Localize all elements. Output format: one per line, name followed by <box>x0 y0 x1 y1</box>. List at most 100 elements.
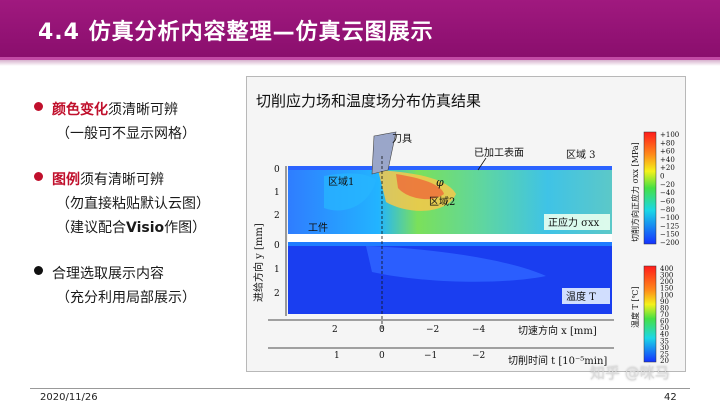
region3-label: 区域 3 <box>566 148 596 161</box>
y-tick-top-1: 1 <box>274 188 280 198</box>
stress-colorbar-tick-6: −20 <box>660 181 675 189</box>
stress-panel-label: 正应力 σxx <box>548 216 600 229</box>
tool-label: 刀具 <box>392 133 412 145</box>
stress-left-zone <box>324 173 376 211</box>
temperature-colorbar-tick-8: 60 <box>660 318 669 326</box>
x-axis-cut-label: 切速方向 x [mm] <box>518 324 597 337</box>
bullet-list: 颜色变化须清晰可辨 （一般可不显示网格） 图例须有清晰可辨 （勿直接粘贴默认云图… <box>34 98 244 332</box>
stress-colorbar-tick-0: +100 <box>660 131 679 139</box>
temperature-colorbar-tick-14: 20 <box>660 357 669 365</box>
temperature-colorbar-tick-6: 80 <box>660 304 669 312</box>
bullet-subtext-2: （建议配合Visio作图） <box>34 216 244 240</box>
temperature-colorbar-tick-3: 150 <box>660 285 673 293</box>
temperature-colorbar-label: 温度 T [℃] <box>630 286 640 328</box>
stress-colorbar-tick-3: +40 <box>660 156 675 164</box>
bullet-subtext: （勿直接粘贴默认云图） <box>56 196 210 212</box>
footer-page-number: 42 <box>664 392 677 403</box>
y-tick-top-2: 2 <box>274 211 280 221</box>
y-tick-top-0: 0 <box>274 165 280 175</box>
machined-surface-label: 已加工表面 <box>474 146 524 159</box>
y-tick-bottom-1: 1 <box>274 265 280 275</box>
watermark: 知乎 @咪马 <box>590 364 670 382</box>
stress-colorbar-tick-13: −200 <box>660 239 679 247</box>
bullet-text: 合理选取展示内容 <box>52 266 164 282</box>
workpiece-label: 工件 <box>308 222 328 234</box>
bullet-subtext: （充分利用局部展示） <box>56 290 196 306</box>
stress-colorbar-tick-1: +80 <box>660 139 675 147</box>
temperature-colorbar <box>643 265 657 363</box>
temperature-surface-band <box>288 242 612 246</box>
temperature-colorbar-tick-5: 90 <box>660 298 669 306</box>
bullet-subtext: （一般可不显示网格） <box>56 126 196 142</box>
footer-date: 2020/11/26 <box>40 392 98 403</box>
stress-colorbar-tick-11: −125 <box>660 222 679 230</box>
simulation-figure: 刀具 区域1 区域2 区域 3 已加工表面 φ 工件 正应力 σxx 温度 T … <box>252 131 679 367</box>
x-tick-cut-0: 2 <box>332 325 338 335</box>
stress-colorbar-tick-12: −150 <box>660 231 679 239</box>
bullet-item: 图例须有清晰可辨 （勿直接粘贴默认云图） （建议配合Visio作图） <box>34 168 244 240</box>
temp-panel-label-bg <box>562 288 610 304</box>
bullet-sub2-pre: （建议配合 <box>56 220 126 236</box>
stress-surface-band <box>288 166 612 170</box>
tool-shape <box>371 131 397 175</box>
phi-label: φ <box>436 176 444 189</box>
temperature-colorbar-tick-11: 35 <box>660 337 669 345</box>
x-tick-cut-3: −4 <box>472 325 486 335</box>
stress-colorbar <box>643 131 657 245</box>
bullet-dot-icon <box>34 172 43 181</box>
temp-panel-label: 温度 T <box>566 290 596 303</box>
bullet-item: 合理选取展示内容 （充分利用局部展示） <box>34 262 244 310</box>
temperature-colorbar-tick-12: 30 <box>660 344 669 352</box>
stress-core <box>396 174 444 200</box>
temperature-colorbar-tick-9: 50 <box>660 324 669 332</box>
stress-colorbar-label: 切削方向正应力 σxx [MPa] <box>630 142 640 242</box>
bullet-text: 须有清晰可辨 <box>80 172 164 188</box>
stress-colorbar-tick-4: +20 <box>660 164 675 172</box>
bullet-text: 须清晰可辨 <box>108 102 178 118</box>
bullet-highlight: 颜色变化 <box>52 102 108 118</box>
bullet-line: 图例须有清晰可辨 <box>34 168 244 192</box>
region2-label: 区域2 <box>429 195 455 208</box>
stress-colorbar-ticks: +100+80+60+40+200−20−40−60−80−100−125−15… <box>660 131 679 247</box>
page-title: 4.4 仿真分析内容整理—仿真云图展示 <box>38 20 434 45</box>
title-divider <box>0 60 720 66</box>
temperature-colorbar-tick-4: 100 <box>660 291 673 299</box>
bullet-sub2-post: 作图） <box>164 220 207 236</box>
stress-colorbar-tick-5: 0 <box>660 173 664 181</box>
temperature-colorbar-tick-10: 40 <box>660 331 669 339</box>
bullet-highlight: 图例 <box>52 172 80 188</box>
title-bar: 4.4 仿真分析内容整理—仿真云图展示 <box>0 0 720 60</box>
temperature-colorbar-tick-13: 25 <box>660 350 669 358</box>
bullet-dot-icon <box>34 266 43 275</box>
stress-colorbar-tick-8: −60 <box>660 197 675 205</box>
temperature-colorbar-tick-1: 300 <box>660 272 673 280</box>
temperature-colorbar-tick-7: 70 <box>660 311 669 319</box>
stress-colorbar-tick-9: −80 <box>660 206 675 214</box>
stress-colorbar-tick-10: −100 <box>660 214 679 222</box>
y-tick-bottom-0: 0 <box>274 241 280 251</box>
x-tick-cut-2: −2 <box>426 325 439 335</box>
stress-colorbar-tick-2: +60 <box>660 148 675 156</box>
x-tick-cut-1: 0 <box>379 325 385 335</box>
y-axis-label: 进给方向 y [mm] <box>252 223 265 302</box>
footer-divider <box>30 388 690 389</box>
bullet-dot-icon <box>34 102 43 111</box>
stress-panel-label-bg <box>544 214 610 230</box>
stress-colorbar-tick-7: −40 <box>660 189 675 197</box>
figure-title: 切削应力场和温度场分布仿真结果 <box>256 92 482 110</box>
region1-label: 区域1 <box>328 175 354 188</box>
temperature-colorbar-tick-2: 200 <box>660 278 673 286</box>
bullet-line: 颜色变化须清晰可辨 <box>34 98 244 122</box>
x-tick-time-2: −1 <box>424 351 437 361</box>
x-tick-time-0: 1 <box>334 351 340 361</box>
y-tick-bottom-2: 2 <box>274 289 280 299</box>
x-tick-time-1: 0 <box>379 351 385 361</box>
temperature-colorbar-tick-0: 400 <box>660 265 673 273</box>
machined-surface-pointer <box>477 157 487 171</box>
bullet-sub2-bold: Visio <box>126 220 165 236</box>
temperature-warm-zone <box>366 246 546 282</box>
panel-separator <box>288 234 612 242</box>
x-tick-time-3: −2 <box>472 351 485 361</box>
